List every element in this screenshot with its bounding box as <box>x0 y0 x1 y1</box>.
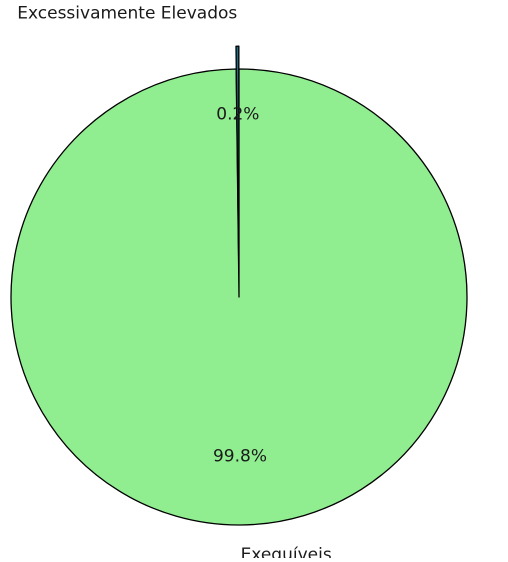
slice-label-excessivamente-elevados: Excessivamente Elevados <box>17 3 237 23</box>
slice-label-exequiveis: Exequíveis <box>241 545 332 558</box>
slice-percent-label-exequiveis: 99.8% <box>213 447 267 467</box>
pie-slice-excessivamente-elevados <box>235 45 240 275</box>
slice-percent-label-excessivamente-elevados: 0.2% <box>216 105 259 125</box>
pie-slice-exequiveis <box>10 68 468 526</box>
